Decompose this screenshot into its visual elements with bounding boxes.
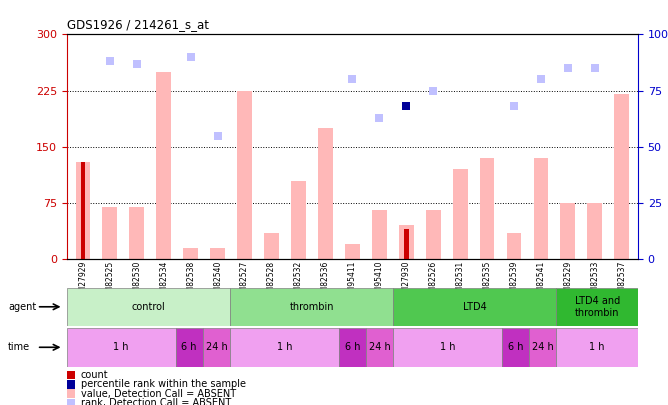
Bar bbox=[404, 229, 409, 259]
Bar bbox=[556, 328, 638, 367]
Text: 24 h: 24 h bbox=[369, 342, 390, 352]
Bar bbox=[183, 248, 198, 259]
Bar bbox=[67, 328, 176, 367]
Text: thrombin: thrombin bbox=[289, 302, 334, 312]
Bar bbox=[372, 211, 387, 259]
Text: 24 h: 24 h bbox=[206, 342, 227, 352]
Text: 6 h: 6 h bbox=[182, 342, 197, 352]
Text: value, Detection Call = ABSENT: value, Detection Call = ABSENT bbox=[81, 389, 236, 399]
Text: GDS1926 / 214261_s_at: GDS1926 / 214261_s_at bbox=[67, 18, 209, 31]
Bar bbox=[529, 328, 556, 367]
Bar bbox=[534, 158, 548, 259]
Text: control: control bbox=[132, 302, 165, 312]
Bar bbox=[237, 91, 252, 259]
Text: 1 h: 1 h bbox=[440, 342, 456, 352]
Bar bbox=[102, 207, 118, 259]
Bar bbox=[203, 328, 230, 367]
Text: count: count bbox=[81, 370, 108, 380]
Bar bbox=[426, 211, 441, 259]
Bar bbox=[81, 162, 86, 259]
Bar bbox=[560, 203, 575, 259]
Bar bbox=[210, 248, 225, 259]
Bar bbox=[502, 328, 529, 367]
Text: 6 h: 6 h bbox=[508, 342, 523, 352]
Bar bbox=[366, 328, 393, 367]
Bar bbox=[291, 181, 306, 259]
Bar bbox=[156, 72, 171, 259]
Text: 6 h: 6 h bbox=[345, 342, 360, 352]
Bar bbox=[480, 158, 494, 259]
Bar bbox=[176, 328, 203, 367]
Bar bbox=[130, 207, 144, 259]
Bar bbox=[506, 233, 522, 259]
Text: LTD4 and
thrombin: LTD4 and thrombin bbox=[574, 296, 620, 318]
Bar bbox=[75, 162, 90, 259]
Bar bbox=[339, 328, 366, 367]
Bar bbox=[393, 328, 502, 367]
Text: percentile rank within the sample: percentile rank within the sample bbox=[81, 379, 246, 389]
Bar bbox=[556, 288, 638, 326]
Bar bbox=[318, 128, 333, 259]
Bar bbox=[615, 94, 629, 259]
Text: rank, Detection Call = ABSENT: rank, Detection Call = ABSENT bbox=[81, 398, 231, 405]
Bar bbox=[67, 288, 230, 326]
Bar bbox=[399, 226, 413, 259]
Text: 1 h: 1 h bbox=[114, 342, 129, 352]
Bar bbox=[230, 328, 339, 367]
Bar bbox=[264, 233, 279, 259]
Bar bbox=[345, 244, 360, 259]
Text: agent: agent bbox=[8, 302, 36, 311]
Text: 1 h: 1 h bbox=[589, 342, 605, 352]
Text: LTD4: LTD4 bbox=[463, 302, 486, 312]
Bar bbox=[453, 169, 468, 259]
Bar bbox=[393, 288, 556, 326]
Text: 1 h: 1 h bbox=[277, 342, 292, 352]
Bar bbox=[230, 288, 393, 326]
Bar bbox=[587, 203, 603, 259]
Text: time: time bbox=[8, 343, 30, 352]
Text: 24 h: 24 h bbox=[532, 342, 554, 352]
